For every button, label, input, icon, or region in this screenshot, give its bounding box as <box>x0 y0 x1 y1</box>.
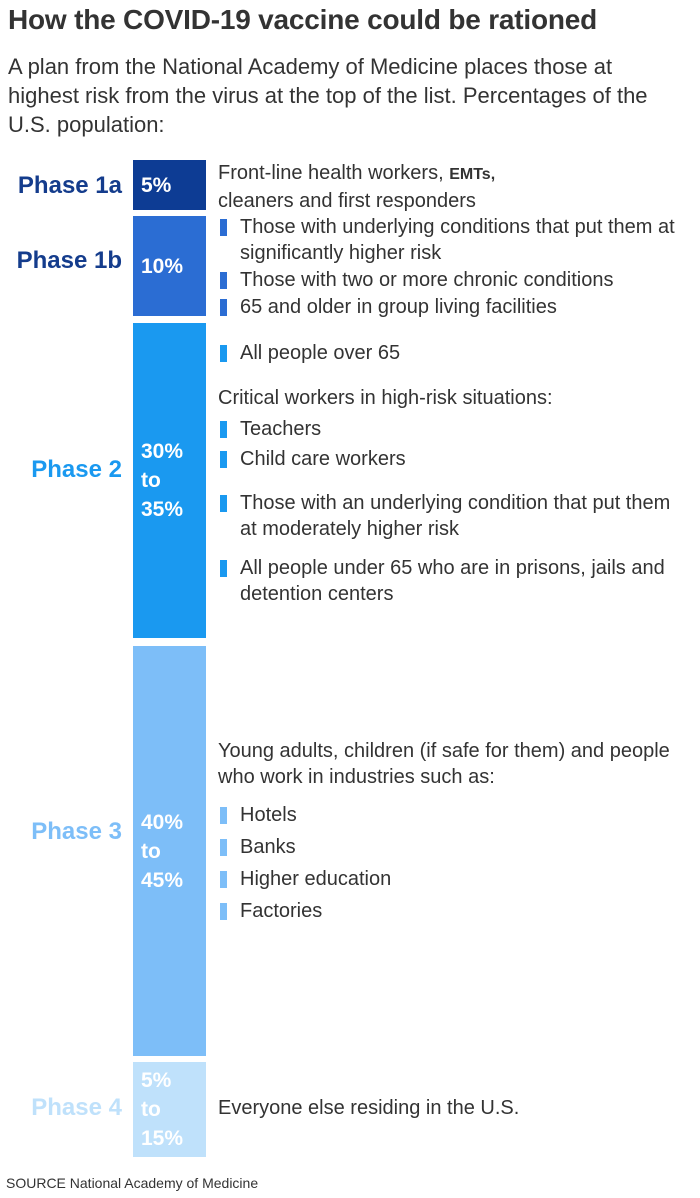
phase-label-4: Phase 4 <box>31 1094 122 1121</box>
bar-phase-3: 40% to 45% <box>133 646 206 1056</box>
bar-phase-1a: 5% <box>133 160 206 210</box>
bullet-text: Child care workers <box>240 448 406 470</box>
phase-label-1a: Phase 1a <box>17 172 122 199</box>
bullet-marker <box>220 272 227 289</box>
phase-label-3: Phase 3 <box>31 818 122 845</box>
bar-value-label: 5% to 15% <box>141 1069 184 1150</box>
bullet-text: Those with underlying conditions that pu… <box>240 216 675 264</box>
bar-value-label: 10% <box>141 254 184 278</box>
list-item: All people under 65 who are in prisons, … <box>218 555 688 607</box>
bullet-marker <box>220 839 227 856</box>
phase-3-subheading: Young adults, children (if safe for them… <box>218 740 670 788</box>
bar-value-label: 40% to 45% <box>141 810 184 892</box>
bullet-text: Teachers <box>240 418 322 440</box>
bar-value-label: 5% <box>141 173 172 197</box>
list-item: Hotels <box>218 802 688 828</box>
list-item: Those with two or more chronic condition… <box>218 267 698 293</box>
list-item: All people over 65 <box>218 340 688 366</box>
phase-2-subheading: Critical workers in high-risk situations… <box>218 387 553 409</box>
list-item: Banks <box>218 834 688 860</box>
bullet-text: 65 and older in group living facilities <box>240 296 557 318</box>
bullet-text: All people under 65 who are in prisons, … <box>240 557 665 605</box>
bullet-marker <box>220 219 227 236</box>
bullet-text: Hotels <box>240 804 297 826</box>
bullet-marker <box>220 345 227 362</box>
phase-1a-desc-text: Front-line health workers, <box>218 162 450 184</box>
phase-1a-description: Front-line health workers, EMTs, cleaner… <box>218 160 688 214</box>
bullet-text: Banks <box>240 836 296 858</box>
chart-title: How the COVID-19 vaccine could be ration… <box>8 4 598 35</box>
bar-phase-1b: 10% <box>133 216 206 316</box>
bullet-text: All people over 65 <box>240 342 401 364</box>
phase-label-2: Phase 2 <box>31 456 122 483</box>
bullet-marker <box>220 807 227 824</box>
list-item: Those with an underlying condition that … <box>218 490 688 542</box>
list-item: 65 and older in group living facilities <box>218 294 688 320</box>
bullet-marker <box>220 421 227 438</box>
bullet-marker <box>220 871 227 888</box>
phase-label-1b: Phase 1b <box>16 247 122 274</box>
bullet-text: Those with an underlying condition that … <box>240 492 671 540</box>
bar-phase-2: 30% to 35% <box>133 323 206 638</box>
bullet-marker <box>220 495 227 512</box>
list-item: Those with underlying conditions that pu… <box>218 214 688 266</box>
bullet-text: Those with two or more chronic condition… <box>240 269 614 291</box>
bullet-marker <box>220 451 227 468</box>
bullet-marker <box>220 560 227 577</box>
list-item: Teachers <box>218 416 688 442</box>
bullet-text: Factories <box>240 900 323 922</box>
bar-phase-4: 5% to 15% <box>133 1062 206 1157</box>
chart-subtitle: A plan from the National Academy of Medi… <box>8 54 648 137</box>
bullet-marker <box>220 299 227 316</box>
source-note: SOURCE National Academy of Medicine <box>6 1175 259 1191</box>
bar-value-label: 30% to 35% <box>141 440 184 521</box>
bullet-marker <box>220 903 227 920</box>
phase-1a-desc-emts: EMTs, <box>449 166 496 183</box>
list-item: Factories <box>218 898 688 924</box>
bullet-text: Higher education <box>240 868 392 890</box>
phase-4-description: Everyone else residing in the U.S. <box>218 1097 520 1119</box>
list-item: Child care workers <box>218 446 688 472</box>
list-item: Higher education <box>218 866 688 892</box>
phase-1a-desc-text-2: cleaners and first responders <box>218 190 476 212</box>
